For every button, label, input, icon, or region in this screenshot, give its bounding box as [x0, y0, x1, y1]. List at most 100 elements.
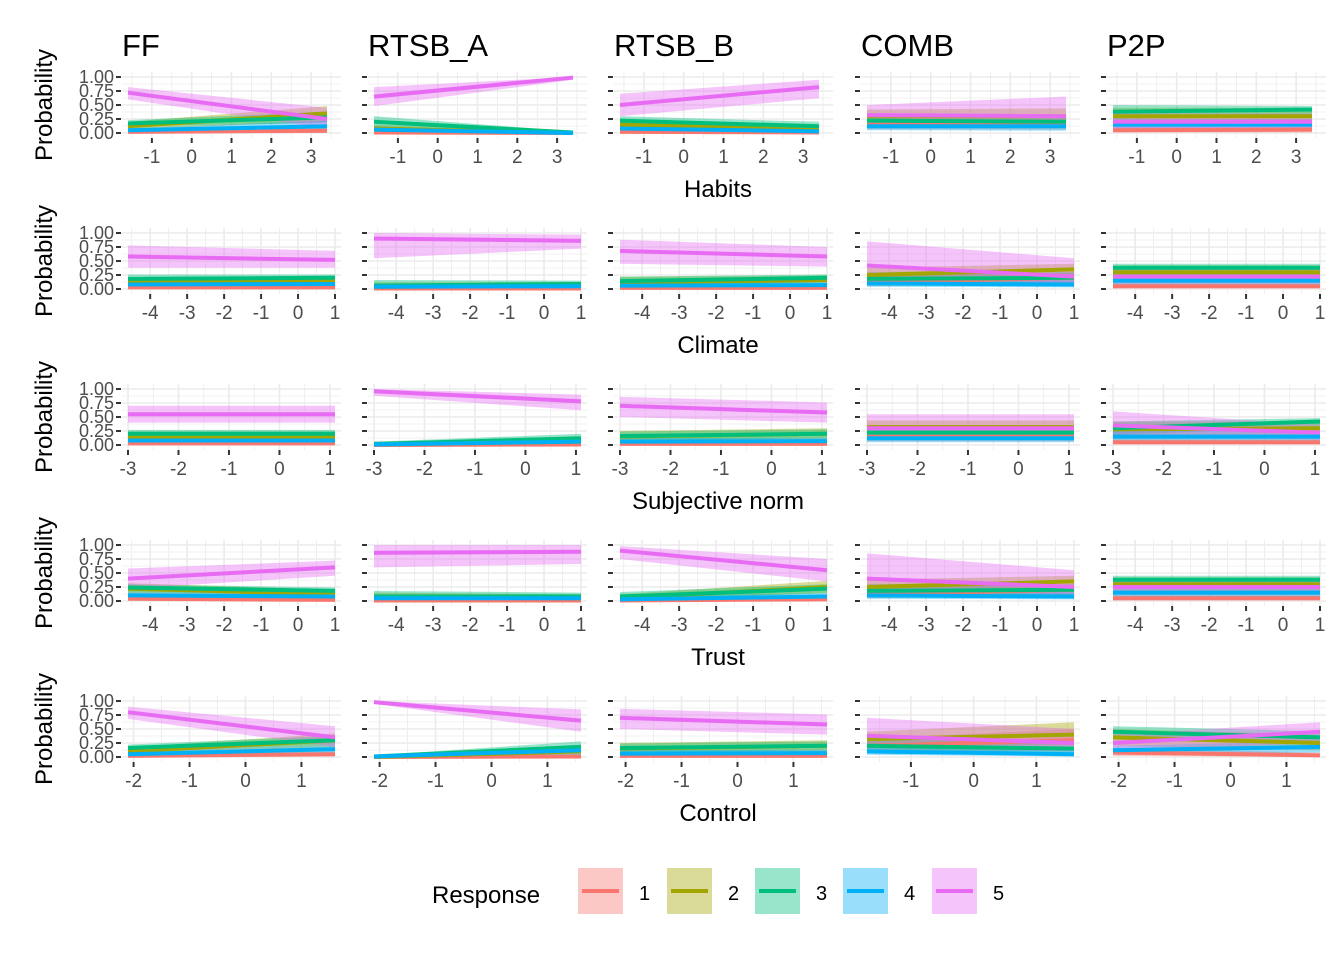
x-tick-label: 3	[798, 147, 809, 168]
x-tick-label: -3	[918, 615, 935, 636]
x-tick-label: -1	[499, 615, 516, 636]
x-tick-label: 1	[571, 459, 582, 480]
x-tick-label: -1	[1166, 771, 1183, 792]
legend-label-response-5: 5	[993, 883, 1004, 905]
x-tick-label: 0	[925, 147, 936, 168]
panel-subjective-norm-rtsb_b: -3 -2 -1 0 1	[608, 384, 833, 480]
x-tick-label: 1	[1281, 771, 1292, 792]
line-response-3	[127, 585, 336, 593]
x-tick-label: -2	[955, 303, 972, 324]
panel-habits-rtsb_b: -1 0 1 2 3	[608, 72, 833, 168]
x-tick-label: -2	[1201, 303, 1218, 324]
x-tick-label: -2	[708, 303, 725, 324]
y-tick-label: 0.25	[79, 577, 114, 597]
x-tick-label: 1	[822, 615, 833, 636]
panel-subjective-norm-p2p: -3 -2 -1 0 1	[1101, 384, 1326, 480]
y-tick-label: 0.00	[79, 747, 114, 767]
y-tick-label: 0.50	[79, 251, 114, 271]
line-response-3	[1112, 729, 1321, 740]
x-tick-label: -2	[170, 459, 187, 480]
x-tick-label: -3	[425, 615, 442, 636]
line-response-5	[1112, 729, 1321, 745]
x-tick-label: 1	[472, 147, 483, 168]
x-tick-label: 0	[678, 147, 689, 168]
x-tick-label: -1	[427, 771, 444, 792]
panel-control-rtsb_b: -2 -1 0 1	[608, 696, 833, 792]
legend-label-response-3: 3	[816, 883, 827, 905]
y-tick-label: 1.00	[79, 67, 114, 87]
line-response-1	[127, 596, 336, 602]
x-tick-label: 0	[240, 771, 251, 792]
x-tick-label: -3	[425, 303, 442, 324]
x-tick-label: -4	[881, 615, 898, 636]
panel-habits-comb: -1 0 1 2 3	[855, 72, 1080, 168]
y-tick-label: 0.50	[79, 407, 114, 427]
panel-subjective-norm-ff: 0.000.250.500.751.00 -3 -2 -1 0 1	[79, 379, 341, 480]
x-tick-label: 3	[1045, 147, 1056, 168]
line-response-5	[373, 236, 582, 243]
line-response-3	[866, 275, 1075, 281]
y-tick-label: 1.00	[79, 535, 114, 555]
x-tick-label: 1	[296, 771, 307, 792]
y-tick-label: 0.00	[79, 435, 114, 455]
y-tick-label: 0.25	[79, 421, 114, 441]
panel-climate-p2p: -4 -3 -2 -1 0 1	[1101, 228, 1326, 324]
x-tick-label: -1	[1238, 303, 1255, 324]
x-tick-label: -2	[125, 771, 142, 792]
x-tick-label: 1	[576, 615, 587, 636]
line-response-3	[127, 738, 336, 751]
y-tick-label: 0.50	[79, 563, 114, 583]
x-tick-label: 0	[1032, 615, 1043, 636]
x-tick-label: -2	[1201, 615, 1218, 636]
x-tick-label: 2	[266, 147, 277, 168]
x-tick-label: -4	[142, 303, 159, 324]
x-tick-label: -2	[909, 459, 926, 480]
x-tick-label: -2	[216, 615, 233, 636]
panel-trust-rtsb_b: -4 -3 -2 -1 0 1	[608, 540, 833, 636]
x-tick-label: 0	[432, 147, 443, 168]
y-tick-label: 0.75	[79, 237, 114, 257]
panel-trust-p2p: -4 -3 -2 -1 0 1	[1101, 540, 1326, 636]
x-tick-label: -3	[918, 303, 935, 324]
x-tick-label: 1	[1031, 771, 1042, 792]
x-tick-label: -2	[1155, 459, 1172, 480]
line-response-3	[619, 431, 828, 439]
line-response-1	[1112, 127, 1313, 133]
x-tick-label: -3	[1105, 459, 1122, 480]
legend: Response 1 2 3 4 5	[432, 868, 1004, 914]
panel-control-ff: 0.000.250.500.751.00 -2 -1 0 1	[79, 691, 341, 792]
x-tick-label: 0	[274, 459, 285, 480]
line-response-4	[619, 126, 820, 134]
x-tick-label: 1	[1069, 615, 1080, 636]
x-tick-label: -1	[902, 771, 919, 792]
x-axis-title-subjective-norm: Subjective norm	[632, 488, 804, 515]
x-tick-label: -4	[634, 303, 651, 324]
line-response-5	[619, 85, 820, 107]
panel-climate-rtsb_b: -4 -3 -2 -1 0 1	[608, 228, 833, 324]
line-response-4	[866, 281, 1075, 287]
y-tick-label: 0.25	[79, 733, 114, 753]
panel-trust-comb: -4 -3 -2 -1 0 1	[855, 540, 1080, 636]
x-tick-label: 1	[576, 303, 587, 324]
line-response-1	[127, 752, 336, 758]
y-axis-label: Probability	[31, 361, 58, 473]
line-response-4	[1112, 744, 1321, 753]
x-tick-label: -2	[708, 615, 725, 636]
x-tick-label: 3	[306, 147, 317, 168]
y-tick-label: 1.00	[79, 223, 114, 243]
panel-habits-p2p: -1 0 1 2 3	[1101, 72, 1326, 168]
line-response-5	[373, 700, 582, 723]
line-response-4	[127, 124, 328, 133]
x-tick-label: -2	[955, 615, 972, 636]
panel-habits-rtsb_a: -1 0 1 2 3	[362, 72, 587, 168]
x-tick-label: -1	[745, 303, 762, 324]
x-tick-label: 2	[1251, 147, 1262, 168]
x-tick-label: -3	[179, 303, 196, 324]
line-response-5	[866, 576, 1075, 589]
line-response-3	[866, 743, 1075, 751]
x-tick-label: 3	[1291, 147, 1302, 168]
line-response-5	[373, 75, 574, 99]
y-tick-label: 0.75	[79, 549, 114, 569]
